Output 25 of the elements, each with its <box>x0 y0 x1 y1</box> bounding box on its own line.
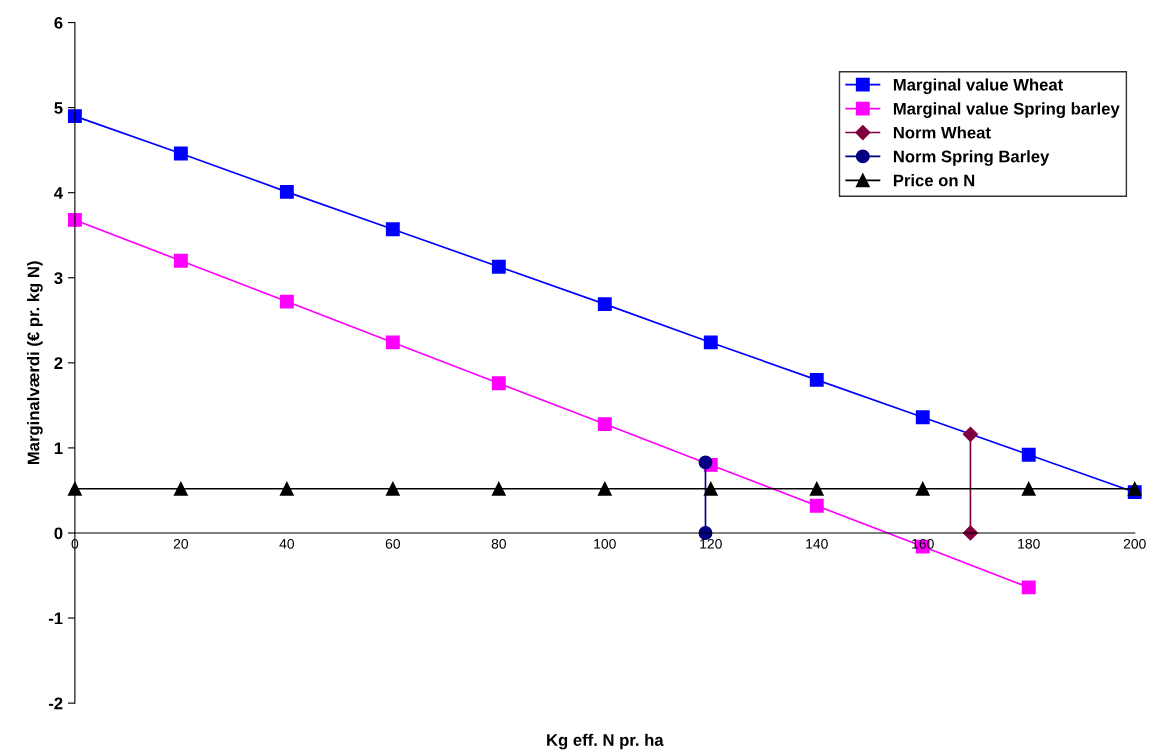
y-tick-label: 3 <box>54 272 63 284</box>
y-tick-label: 0 <box>54 527 63 540</box>
legend-label: Marginal value Spring barley <box>893 102 1120 118</box>
x-tick-label: 140 <box>806 538 828 549</box>
x-tick-label: 60 <box>385 538 401 549</box>
legend-label: Norm Spring Barley <box>893 150 1050 166</box>
legend-label: Marginal value Wheat <box>893 78 1064 94</box>
x-tick-label: 200 <box>1123 538 1146 549</box>
y-tick-label: 6 <box>54 16 63 29</box>
x-tick-label: 120 <box>700 538 722 549</box>
y-tick-label: 1 <box>54 442 63 454</box>
y-tick-label: 4 <box>54 187 63 199</box>
y-axis-title: Marginalværdi (€ pr. kg N) <box>27 261 43 465</box>
x-axis-title: Kg eff. N pr. ha <box>547 733 664 750</box>
y-tick-label: 2 <box>54 357 63 369</box>
legend-label: Norm Wheat <box>893 126 991 139</box>
y-tick-label: -1 <box>48 612 63 625</box>
x-tick-label: 40 <box>279 538 295 549</box>
y-tick-label: -2 <box>48 697 63 710</box>
y-tick-label: 5 <box>54 102 63 114</box>
x-tick-label: 180 <box>1018 538 1040 549</box>
x-tick-label: 80 <box>491 538 506 549</box>
x-tick-label: 20 <box>173 538 189 549</box>
x-tick-label: 100 <box>594 538 616 549</box>
legend-label: Price on N <box>893 174 975 187</box>
